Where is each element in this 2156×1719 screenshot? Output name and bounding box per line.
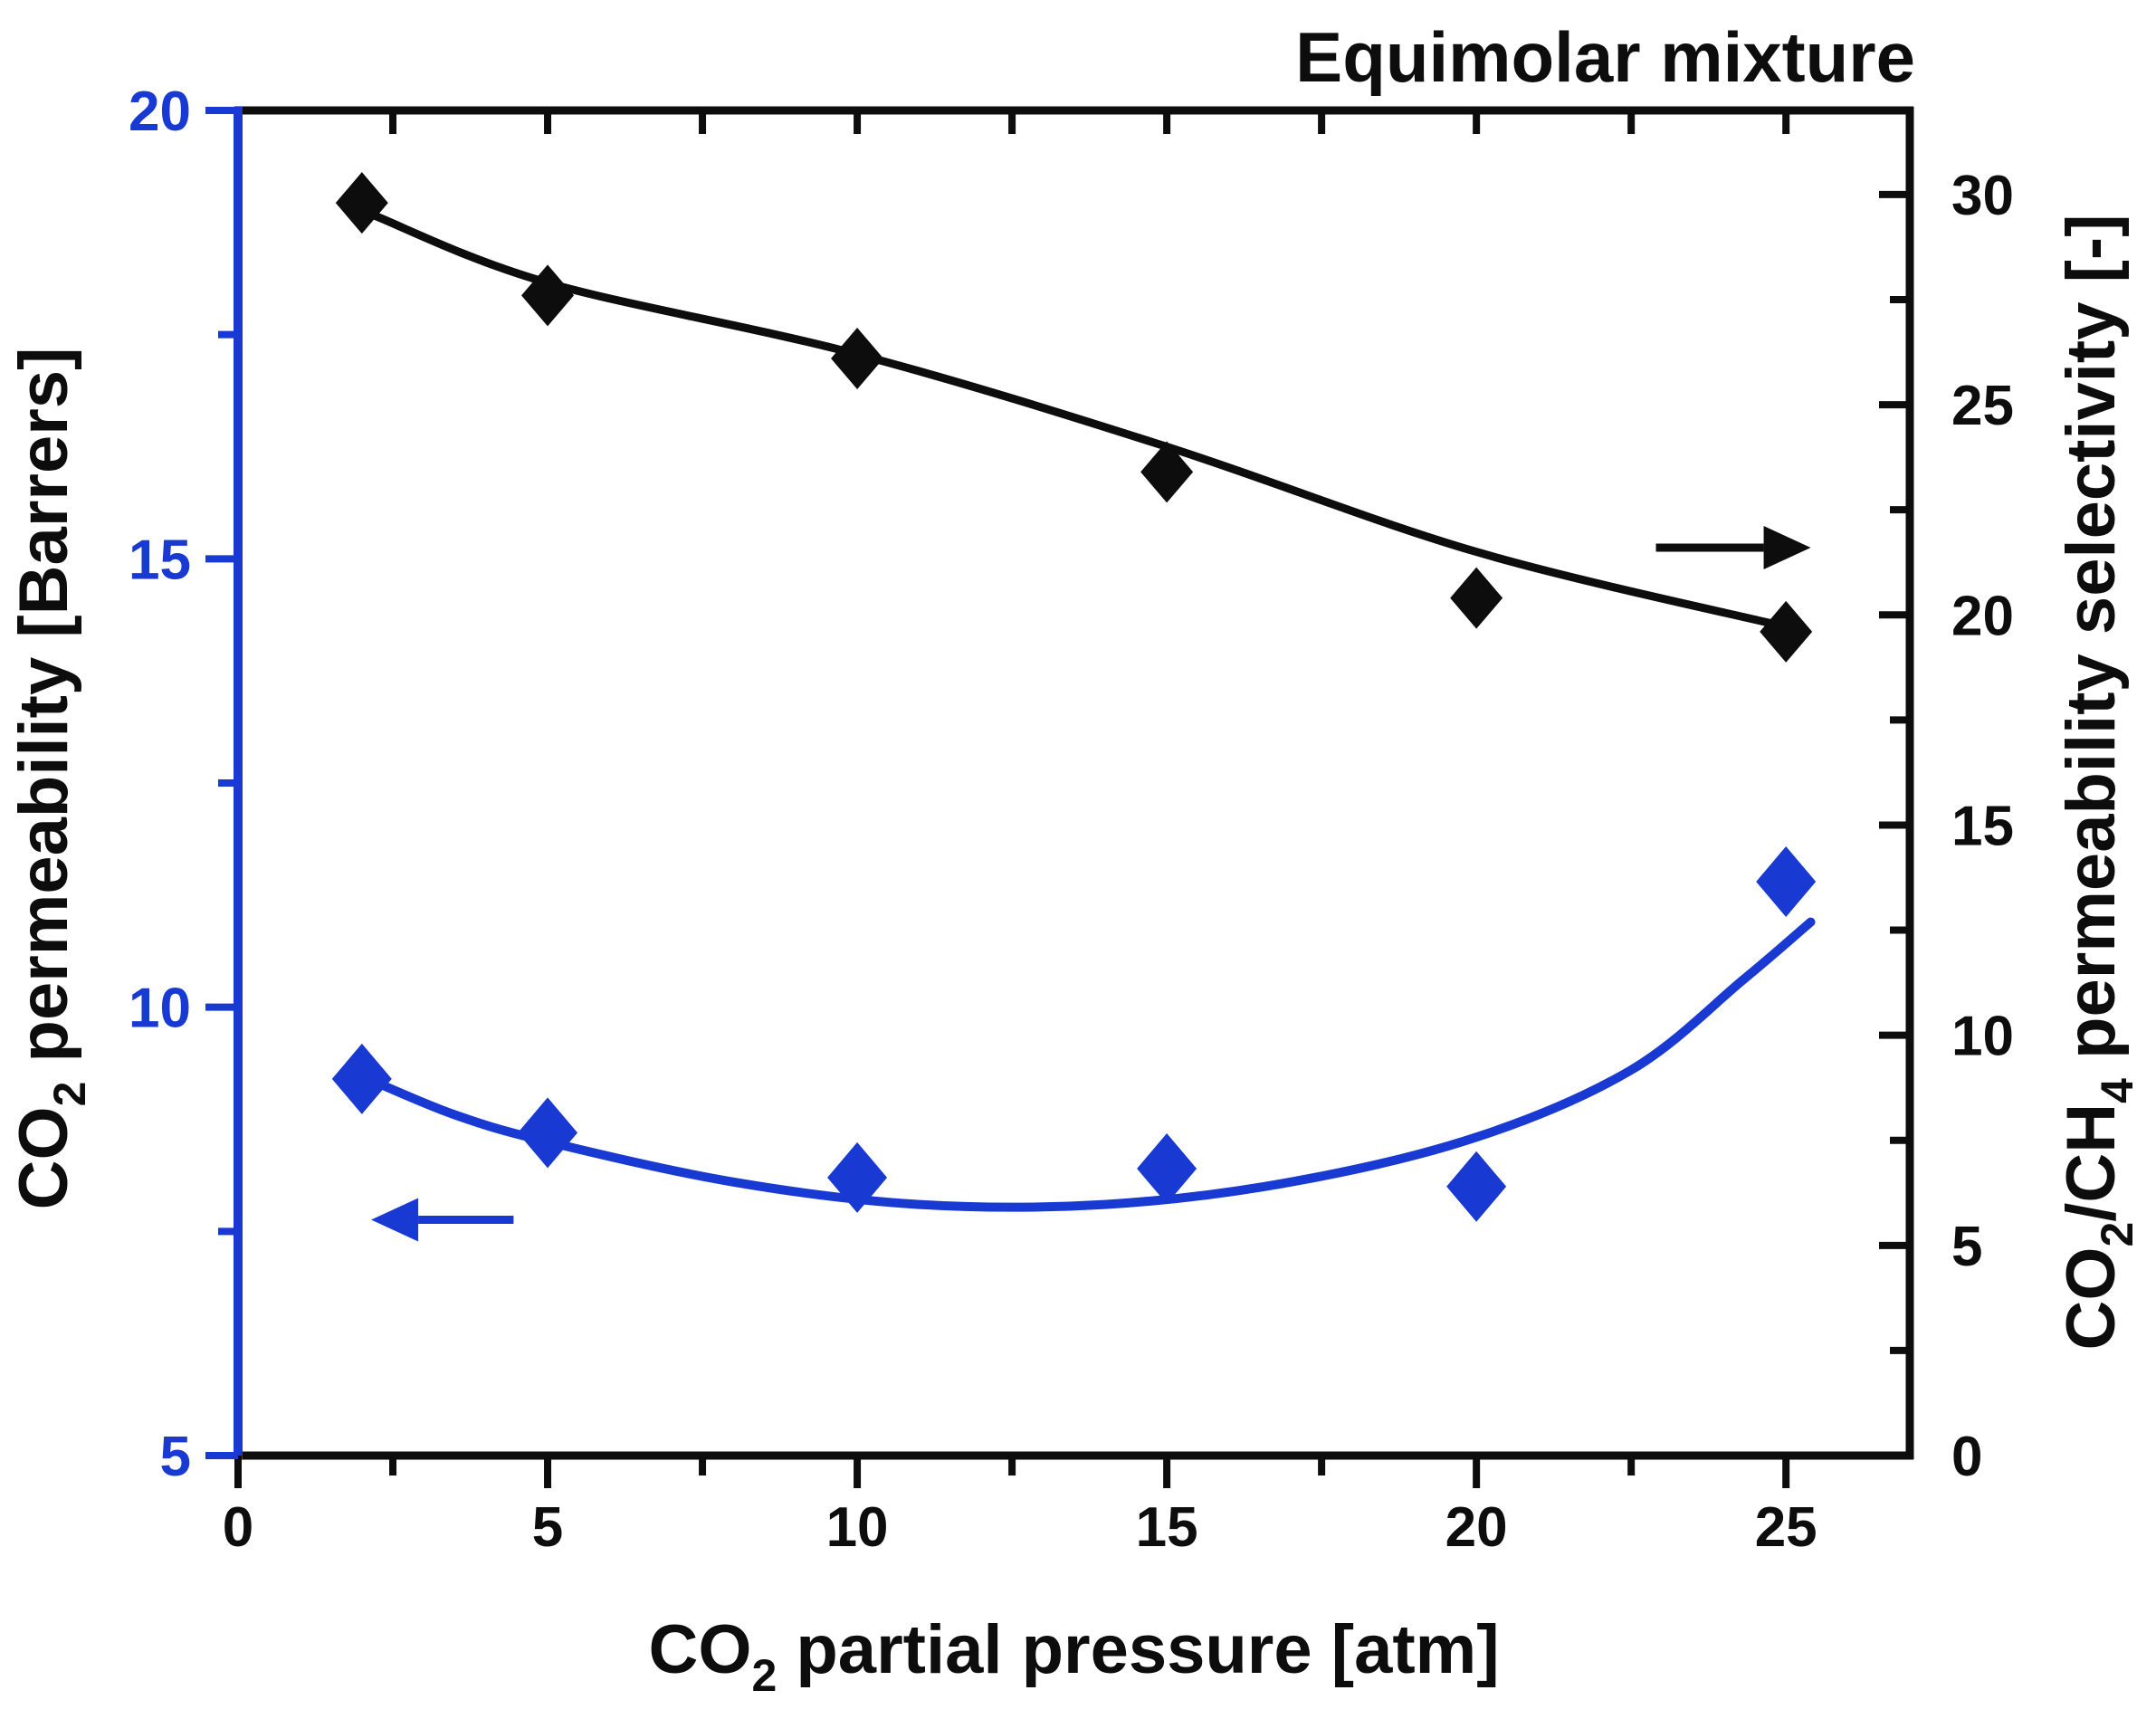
right-tick-label: 15 — [1951, 795, 2014, 857]
series-co2-ch4-permeability-selectivity — [335, 172, 1813, 663]
data-point-diamond — [1760, 600, 1813, 663]
data-point-diamond — [1756, 845, 1817, 917]
left-tick-label: 5 — [160, 1426, 191, 1488]
chart-title: Equimolar mixture — [1295, 17, 1915, 97]
x-tick-label: 25 — [1755, 1496, 1817, 1559]
x-axis: 0 5 10 15 20 25 — [223, 110, 1817, 1559]
data-point-diamond — [331, 1043, 392, 1114]
data-point-diamond — [518, 1097, 578, 1169]
series-co2-permeability — [331, 845, 1817, 1222]
right-tick-label: 25 — [1951, 375, 2014, 437]
x-tick-label: 5 — [532, 1496, 563, 1559]
x-tick-label: 10 — [826, 1496, 889, 1559]
data-point-diamond — [1140, 441, 1194, 503]
data-point-diamond — [831, 327, 884, 389]
trend-line — [363, 917, 1816, 1212]
right-tick-label: 20 — [1951, 585, 2014, 647]
right-tick-label: 5 — [1951, 1216, 1982, 1278]
left-axis: 5 10 15 20 — [129, 81, 238, 1488]
data-point-diamond — [1450, 567, 1503, 629]
x-axis-title: CO2 partial pressure [atm] — [648, 1611, 1499, 1701]
left-tick-label: 20 — [129, 81, 191, 143]
trend-line — [370, 211, 1784, 630]
right-axis-title: CO2/CH4 permeability selectivity [-] — [2053, 214, 2142, 1350]
right-axis: 0 5 10 15 20 25 30 — [1879, 165, 2014, 1488]
data-point-diamond — [827, 1141, 888, 1213]
plot-frame — [234, 106, 1914, 1460]
arrow-head-icon — [1763, 525, 1811, 569]
left-tick-label: 10 — [129, 978, 191, 1040]
left-tick-label: 15 — [129, 529, 191, 591]
right-tick-label: 0 — [1951, 1426, 1982, 1488]
x-tick-label: 15 — [1136, 1496, 1198, 1559]
arrow-head-icon — [371, 1198, 419, 1242]
data-point-diamond — [1446, 1151, 1507, 1222]
x-tick-label: 0 — [223, 1496, 253, 1559]
data-point-diamond — [335, 172, 388, 234]
left-axis-arrow — [371, 1198, 514, 1242]
data-point-diamond — [1137, 1132, 1197, 1204]
x-tick-label: 20 — [1445, 1496, 1508, 1559]
right-tick-label: 30 — [1951, 165, 2014, 227]
left-axis-title: CO2 permeability [Barrers] — [5, 348, 95, 1210]
right-axis-arrow — [1655, 525, 1811, 569]
data-point-diamond — [521, 264, 575, 327]
right-tick-label: 10 — [1951, 1006, 2014, 1068]
